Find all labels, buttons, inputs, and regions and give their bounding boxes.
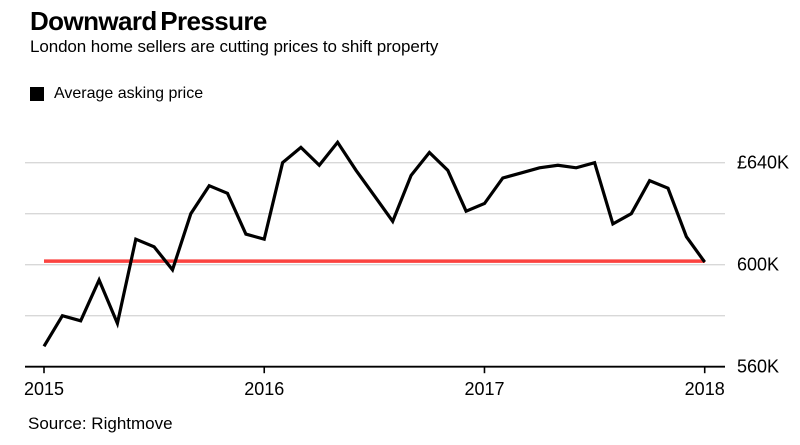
legend-label: Average asking price xyxy=(54,85,204,102)
y-axis-label: £640K xyxy=(737,153,789,173)
chart-subtitle: London home sellers are cutting prices t… xyxy=(30,37,439,56)
legend-swatch-icon xyxy=(30,87,44,101)
x-axis-label: 2017 xyxy=(464,379,504,399)
chart-title: Downward Pressure xyxy=(30,6,267,36)
y-axis-label: 560K xyxy=(737,357,779,377)
x-axis-label: 2016 xyxy=(244,379,284,399)
legend: Average asking price xyxy=(30,85,203,103)
price-line xyxy=(42,139,706,348)
x-axis-label: 2018 xyxy=(685,379,725,399)
x-axis-label: 2015 xyxy=(24,379,64,399)
source-note: Source: Rightmove xyxy=(28,414,173,433)
y-axis-label: 600K xyxy=(737,255,779,275)
